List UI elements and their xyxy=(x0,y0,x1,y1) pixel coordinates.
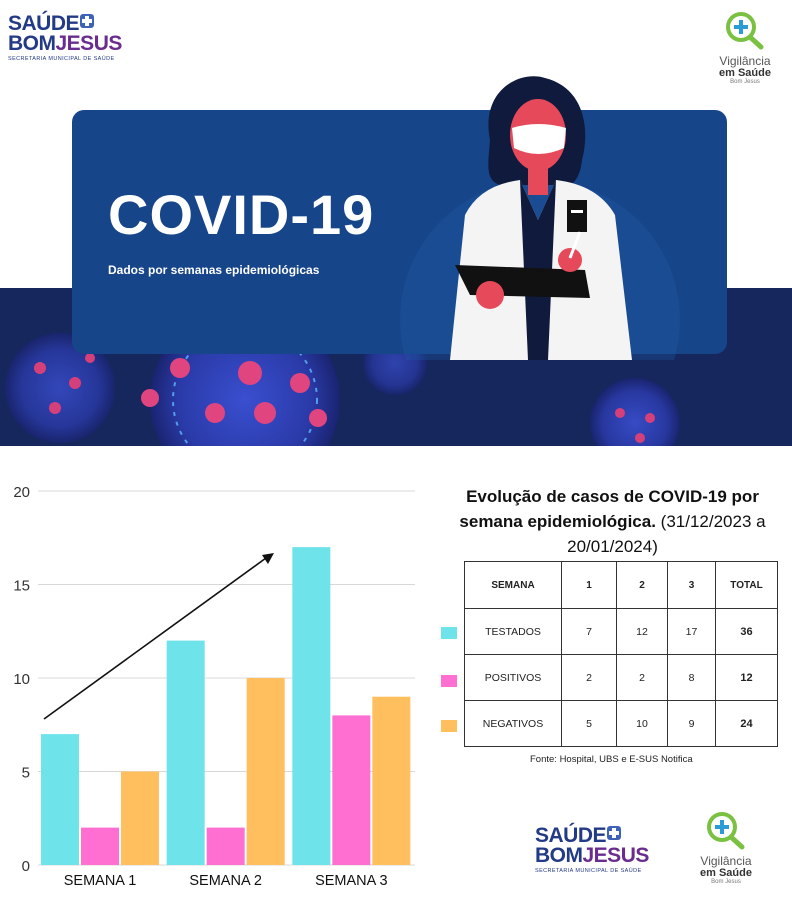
bar xyxy=(121,771,159,865)
vigilancia-text: Vigilância xyxy=(700,854,752,868)
trend-arrow xyxy=(43,553,274,720)
bar xyxy=(332,715,371,865)
cell-value: 10 xyxy=(616,700,668,747)
em-saude-text: em Saúde xyxy=(700,867,752,879)
y-tick-label: 5 xyxy=(22,765,30,782)
bom-jesus-text: Bom Jesus xyxy=(730,79,760,85)
bar xyxy=(292,547,331,865)
logo-text-saude: SAÚDE xyxy=(535,824,607,847)
row-label-positivos: POSITIVOS xyxy=(464,654,562,701)
magnifier-plus-icon xyxy=(707,812,745,850)
bar xyxy=(206,827,245,865)
bom-jesus-text: Bom Jesus xyxy=(711,879,741,885)
vigilancia-logo: Vigilância em Saúde Bom Jesus xyxy=(712,10,778,86)
header-semana: SEMANA xyxy=(464,561,562,609)
logo-subtitle: SECRETARIA MUNICIPAL DE SAÚDE xyxy=(8,56,115,62)
table-header-row: SEMANA 1 2 3 TOTAL xyxy=(464,561,778,609)
bar xyxy=(41,734,79,865)
header-week-2: 2 xyxy=(616,561,668,609)
row-label-testados: TESTADOS xyxy=(464,608,562,655)
table-row: TESTADOS 7 12 17 36 xyxy=(464,608,778,655)
cell-total: 24 xyxy=(715,700,778,747)
bar xyxy=(81,827,119,865)
legend-swatch-negativos xyxy=(441,720,457,732)
bar xyxy=(246,678,285,865)
virus-particle-left xyxy=(5,333,115,443)
x-tick-label: SEMANA 3 xyxy=(315,873,388,889)
table-row: NEGATIVOS 5 10 9 24 xyxy=(464,700,778,747)
legend-swatch-testados xyxy=(441,627,457,639)
logo-subtitle: SECRETARIA MUNICIPAL DE SAÚDE xyxy=(535,868,642,874)
logo-text-saude: SAÚDE xyxy=(8,12,80,35)
chart-heading-main: Evolução de casos de COVID-19 por semana… xyxy=(459,487,759,531)
table-row: POSITIVOS 2 2 8 12 xyxy=(464,654,778,701)
cell-value: 2 xyxy=(616,654,668,701)
doctor-illustration xyxy=(400,76,680,360)
cell-value: 12 xyxy=(616,608,668,655)
cell-value: 9 xyxy=(667,700,716,747)
medical-cross-icon xyxy=(80,14,95,28)
magnifier-plus-icon xyxy=(726,12,764,50)
chart-heading-dates: (31/12/2023 a 20/01/2024) xyxy=(567,512,766,556)
y-tick-label: 15 xyxy=(13,578,30,595)
virus-particle-right xyxy=(590,378,680,446)
cell-value: 5 xyxy=(561,700,617,747)
cell-total: 12 xyxy=(715,654,778,701)
cell-value: 2 xyxy=(561,654,617,701)
x-tick-label: SEMANA 2 xyxy=(189,873,262,889)
x-tick-label: SEMANA 1 xyxy=(64,873,137,889)
y-tick-label: 10 xyxy=(13,671,30,688)
y-tick-label: 20 xyxy=(13,484,30,501)
logo-text-jesus: JESUS xyxy=(55,32,123,55)
cell-total: 36 xyxy=(715,608,778,655)
chart-heading: Evolução de casos de COVID-19 por semana… xyxy=(440,484,785,559)
y-tick-label: 0 xyxy=(22,858,30,875)
medical-cross-icon xyxy=(607,826,622,840)
header-total: TOTAL xyxy=(715,561,778,609)
page-subtitle: Dados por semanas epidemiológicas xyxy=(108,263,320,277)
row-label-negativos: NEGATIVOS xyxy=(464,700,562,747)
em-saude-text: em Saúde xyxy=(719,67,771,79)
bar-chart: 0 5 10 15 20 SEMANA 1 SEMANA 2 SEMANA 3 xyxy=(13,484,415,889)
footer-vigilancia-logo: Vigilância em Saúde Bom Jesus xyxy=(693,810,759,886)
page-title: COVID-19 xyxy=(108,183,375,246)
legend-swatch-positivos xyxy=(441,675,457,687)
logo-text-bom: BOM xyxy=(8,32,56,55)
chart-x-axis: SEMANA 1 SEMANA 2 SEMANA 3 xyxy=(64,873,388,889)
logo-text-jesus: JESUS xyxy=(582,844,650,867)
vigilancia-text: Vigilância xyxy=(719,54,771,68)
header-week-1: 1 xyxy=(561,561,617,609)
cell-value: 7 xyxy=(561,608,617,655)
footer-saude-logo: SAÚDE BOMJESUS SECRETARIA MUNICIPAL DE S… xyxy=(535,824,660,874)
data-source: Fonte: Hospital, UBS e E-SUS Notifica xyxy=(530,754,693,765)
cell-value: 17 xyxy=(667,608,716,655)
chart-bars xyxy=(41,547,411,865)
data-table: SEMANA 1 2 3 TOTAL TESTADOS 7 12 17 36 P… xyxy=(464,561,778,747)
saude-bom-jesus-logo: SAÚDE BOMJESUS SECRETARIA MUNICIPAL DE S… xyxy=(8,12,133,62)
cell-value: 8 xyxy=(667,654,716,701)
logo-text-bom: BOM xyxy=(535,844,583,867)
bar xyxy=(372,696,411,865)
chart-y-axis: 0 5 10 15 20 xyxy=(13,484,30,875)
header-week-3: 3 xyxy=(667,561,716,609)
bar xyxy=(166,640,205,865)
